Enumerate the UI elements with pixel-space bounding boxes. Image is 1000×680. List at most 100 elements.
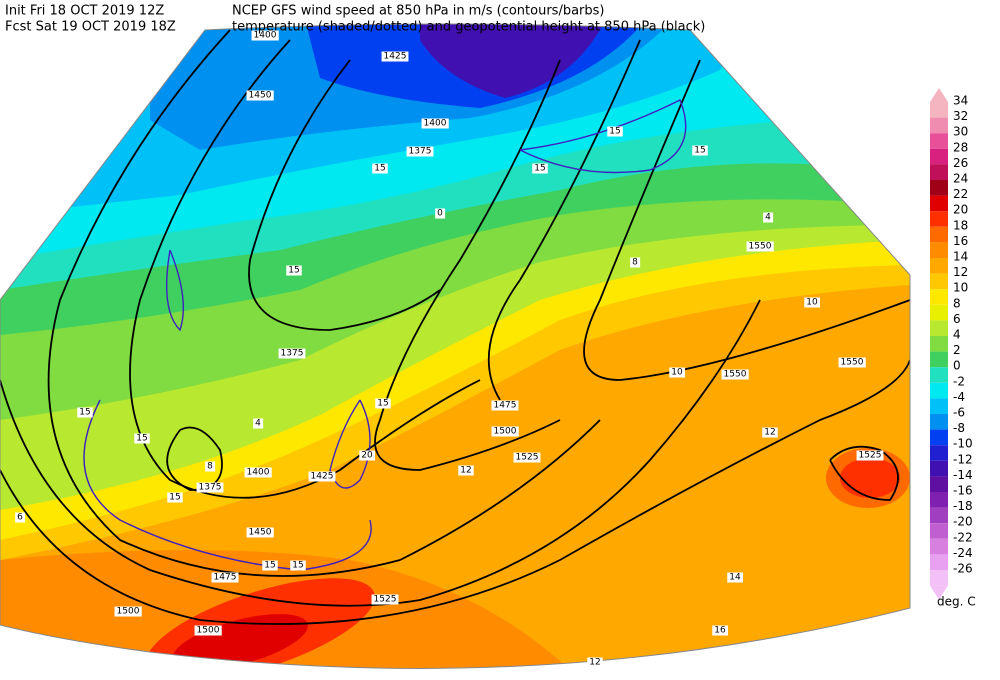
- colorbar-swatch: [930, 492, 948, 508]
- init-time: Init Fri 18 OCT 2019 12Z: [5, 4, 164, 19]
- label-box: [421, 118, 449, 129]
- contour-label: 8: [207, 462, 213, 472]
- contour-label: 1475: [214, 573, 237, 583]
- contour-label: 6: [17, 513, 23, 523]
- colorbar-label: 32: [953, 109, 968, 123]
- label-box: [244, 467, 272, 478]
- subtitle: temperature (shaded/dotted) and geopoten…: [232, 20, 705, 35]
- colorbar-label: -26: [953, 562, 973, 576]
- contour-label: 15: [79, 408, 90, 418]
- colorbar-swatch: [930, 382, 948, 399]
- colorbar-swatch: [930, 351, 948, 368]
- label-box: [381, 51, 409, 62]
- label-box: [630, 257, 641, 268]
- contour-label: 12: [589, 658, 600, 668]
- contour-label: 12: [764, 428, 775, 438]
- colorbar-swatch: [930, 289, 948, 305]
- colorbar: 3432302826242220181614121086420-2-4-6-8-…: [930, 88, 973, 600]
- colorbar-label: 30: [953, 125, 968, 139]
- label-box: [804, 297, 820, 308]
- label-box: [856, 450, 884, 461]
- colorbar-label: 2: [953, 343, 961, 357]
- contour-label: 15: [374, 164, 385, 174]
- label-box: [727, 572, 743, 583]
- label-box: [838, 357, 866, 368]
- label-box: [167, 492, 183, 503]
- colorbar-label: 12: [953, 265, 968, 279]
- contour-label: 1525: [516, 453, 539, 463]
- label-box: [458, 465, 474, 476]
- contour-label: 1400: [247, 468, 270, 478]
- colorbar-swatch: [930, 117, 948, 134]
- colorbar-unit: deg. C: [937, 595, 976, 609]
- contour-label: 15: [288, 266, 299, 276]
- colorbar-swatch: [930, 460, 948, 477]
- label-box: [406, 146, 434, 157]
- colorbar-label: -24: [953, 546, 973, 560]
- colorbar-swatch: [930, 538, 948, 555]
- forecast-time: Fcst Sat 19 OCT 2019 18Z: [5, 20, 176, 35]
- label-box: [692, 145, 708, 156]
- label-box: [435, 208, 446, 219]
- contour-label: 0: [437, 209, 443, 219]
- contour-label: 1500: [197, 626, 220, 636]
- colorbar-label: -14: [953, 468, 973, 482]
- colorbar-swatch: [930, 445, 948, 461]
- contour-label: 10: [671, 368, 683, 378]
- contour-label: 15: [292, 561, 303, 571]
- label-box: [262, 560, 278, 571]
- colorbar-swatch: [930, 133, 948, 149]
- label-box: [290, 560, 306, 571]
- label-box: [721, 369, 749, 380]
- contour-label: 20: [361, 451, 373, 461]
- colorbar-label: 10: [953, 281, 968, 295]
- colorbar-swatch: [930, 195, 948, 212]
- label-box: [194, 625, 222, 636]
- colorbar-label: 0: [953, 359, 961, 373]
- contour-label: 1450: [249, 528, 272, 538]
- label-box: [491, 426, 519, 437]
- colorbar-label: 18: [953, 218, 968, 232]
- colorbar-label: -4: [953, 390, 965, 404]
- contour-label: 15: [609, 127, 620, 137]
- colorbar-label: -10: [953, 437, 973, 451]
- contour-label: 1525: [374, 595, 397, 605]
- label-box: [359, 450, 375, 461]
- colorbar-swatch: [930, 273, 948, 290]
- colorbar-swatch: [930, 523, 948, 539]
- label-box: [253, 418, 264, 429]
- label-box: [763, 212, 774, 223]
- label-box: [513, 452, 541, 463]
- colorbar-label: -20: [953, 515, 973, 529]
- label-box: [669, 367, 685, 378]
- label-box: [246, 527, 274, 538]
- contour-label: 1475: [494, 401, 517, 411]
- contour-label: 15: [169, 493, 180, 503]
- contour-label: 1525: [859, 451, 882, 461]
- label-box: [134, 433, 150, 444]
- colorbar-label: -18: [953, 499, 973, 513]
- colorbar-label: 16: [953, 234, 968, 248]
- label-box: [532, 163, 548, 174]
- label-box: [278, 348, 306, 359]
- colorbar-label: 6: [953, 312, 961, 326]
- contour-label: 16: [714, 626, 726, 636]
- colorbar-swatch: [930, 507, 948, 524]
- contour-label: 4: [255, 419, 261, 429]
- colorbar-swatch: [930, 164, 948, 180]
- colorbar-swatch: [930, 148, 948, 165]
- colorbar-label: 26: [953, 156, 968, 170]
- label-box: [286, 265, 302, 276]
- colorbar-arrow: [930, 88, 948, 102]
- contour-label: 1500: [494, 427, 517, 437]
- contour-label: 1425: [384, 52, 407, 62]
- colorbar-swatch: [930, 180, 948, 196]
- colorbar-swatch: [930, 336, 948, 352]
- colorbar-label: -6: [953, 406, 965, 420]
- colorbar-swatch: [930, 570, 948, 586]
- contour-label: 10: [806, 298, 818, 308]
- contour-label: 15: [264, 561, 275, 571]
- wind-contours: [83, 99, 687, 571]
- height-contours: [0, 29, 910, 625]
